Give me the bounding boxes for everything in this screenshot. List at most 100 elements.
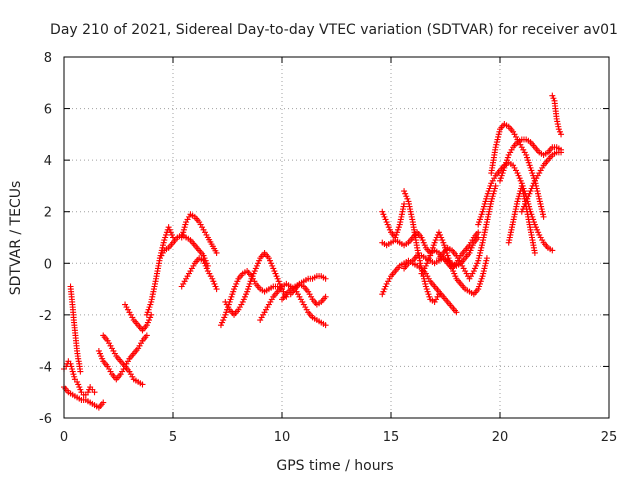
data-point (517, 177, 524, 184)
series-track-17 (379, 257, 460, 316)
data-point (491, 188, 498, 195)
data-point (77, 368, 84, 375)
data-point (96, 350, 103, 357)
data-point (211, 280, 218, 287)
data-point (480, 268, 487, 275)
data-point (74, 378, 81, 385)
data-point (162, 234, 169, 241)
data-point (168, 231, 175, 238)
data-point (256, 257, 263, 264)
data-point (445, 255, 452, 262)
data-point (435, 291, 442, 298)
data-point (516, 175, 523, 182)
data-point (421, 242, 428, 249)
data-point (533, 185, 540, 192)
data-point (449, 265, 456, 272)
series-track-9 (178, 211, 220, 256)
data-point (525, 159, 532, 166)
data-point (483, 193, 490, 200)
series-track-4 (95, 332, 150, 383)
data-point (385, 224, 392, 231)
data-point (403, 193, 410, 200)
data-point (382, 283, 389, 290)
data-point (474, 260, 481, 267)
x-tick-label: 0 (60, 430, 68, 445)
data-point (420, 239, 427, 246)
data-point (269, 262, 276, 269)
data-point (382, 216, 389, 223)
data-point (270, 265, 277, 272)
data-point (531, 221, 538, 228)
data-point (250, 270, 257, 277)
data-point (440, 239, 447, 246)
series-track-1 (61, 384, 107, 411)
data-point (166, 226, 173, 233)
data-point (523, 198, 530, 205)
data-point (495, 133, 502, 140)
data-point (380, 288, 387, 295)
data-point (477, 278, 484, 285)
data-point (475, 255, 482, 262)
data-point (530, 180, 537, 187)
grid (64, 57, 609, 418)
data-point (448, 262, 455, 269)
data-point (487, 182, 494, 189)
data-point (555, 126, 562, 133)
data-point (549, 92, 556, 99)
data-point (244, 288, 251, 295)
data-point (423, 286, 430, 293)
data-point (482, 260, 489, 267)
data-point (490, 190, 497, 197)
data-point (71, 373, 78, 380)
data-point (210, 278, 217, 285)
data-point (432, 237, 439, 244)
data-point (502, 162, 509, 169)
data-point (167, 229, 174, 236)
data-point (379, 208, 386, 215)
data-point (531, 249, 538, 256)
data-point (496, 128, 503, 135)
data-point (267, 257, 274, 264)
data-point (518, 208, 525, 215)
data-point (473, 262, 480, 269)
data-point (475, 257, 482, 264)
data-point (245, 283, 252, 290)
data-point (446, 257, 453, 264)
data-point (481, 203, 488, 210)
data-point (528, 167, 535, 174)
data-point (178, 234, 185, 241)
data-point (144, 309, 151, 316)
data-point (480, 206, 487, 213)
data-point (476, 280, 483, 287)
data-point (503, 159, 510, 166)
data-point (241, 293, 248, 300)
data-point (478, 244, 485, 251)
data-point (380, 211, 387, 218)
data-point (522, 200, 529, 207)
data-point (520, 203, 527, 210)
plot-frame (63, 56, 610, 419)
data-point (493, 139, 500, 146)
data-point (477, 249, 484, 256)
data-point (477, 247, 484, 254)
y-tick-label: 0 (44, 257, 52, 272)
data-point (426, 255, 433, 262)
data-point (421, 275, 428, 282)
data-point (534, 190, 541, 197)
data-point (322, 275, 329, 282)
data-point (268, 260, 275, 267)
data-point (503, 157, 510, 164)
data-point (273, 273, 280, 280)
data-point (418, 234, 425, 241)
data-point (515, 172, 522, 179)
data-point (179, 231, 186, 238)
data-point (392, 234, 399, 241)
data-point (529, 170, 536, 177)
data-point (68, 366, 75, 373)
data-point (76, 384, 83, 391)
data-point (479, 208, 486, 215)
data-point (234, 278, 241, 285)
data-point (98, 353, 105, 360)
data-point (535, 229, 542, 236)
data-point (381, 286, 388, 293)
